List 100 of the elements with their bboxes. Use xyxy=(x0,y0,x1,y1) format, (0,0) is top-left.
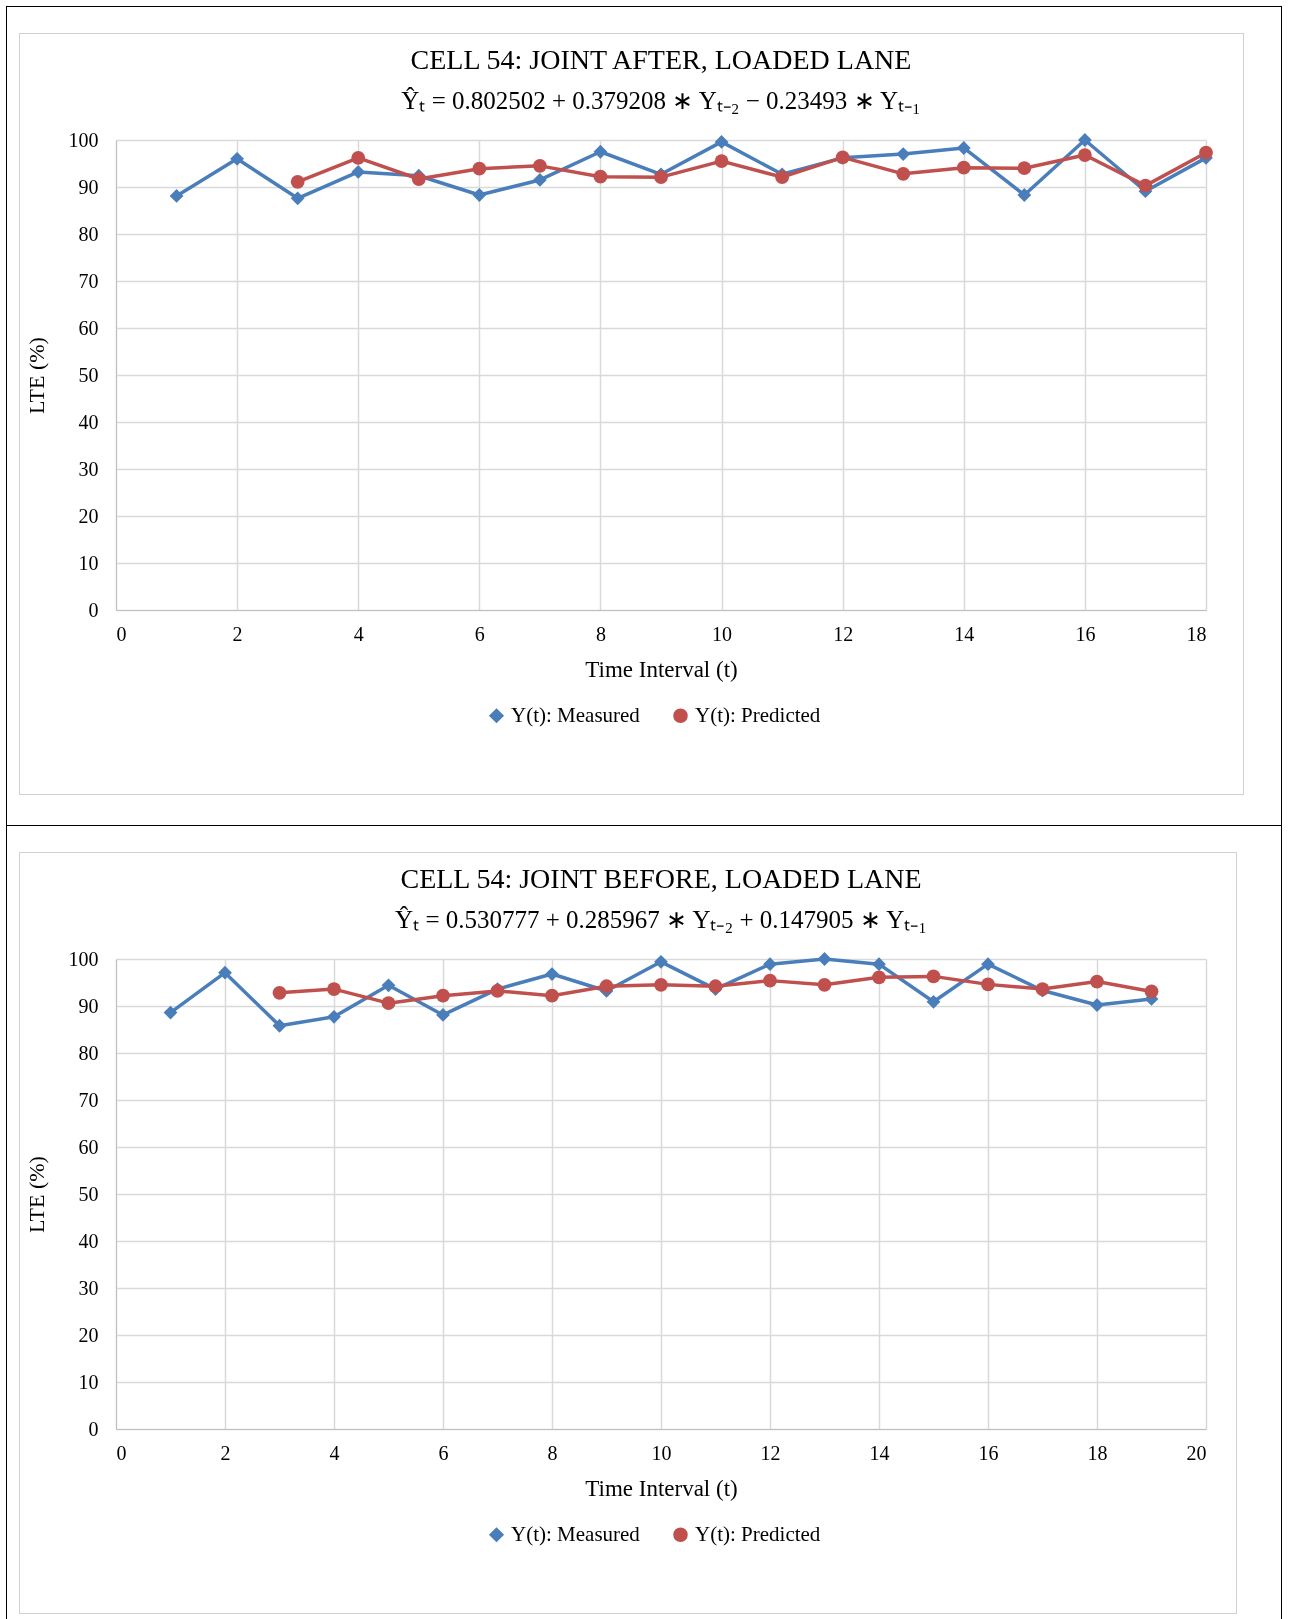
point xyxy=(599,979,614,994)
x-tick-label: 2 xyxy=(232,622,243,645)
x-tick-label: 10 xyxy=(712,622,733,645)
chart-title: CELL 54: JOINT BEFORE, LOADED LANE xyxy=(400,863,922,894)
point xyxy=(272,1018,287,1033)
point xyxy=(472,161,487,176)
point xyxy=(593,144,608,159)
x-tick-label: 12 xyxy=(760,1441,781,1464)
point xyxy=(327,1009,341,1024)
point xyxy=(472,188,487,202)
point xyxy=(290,191,305,206)
y-tick-label: 50 xyxy=(78,363,99,386)
point xyxy=(1138,178,1153,193)
point xyxy=(1078,148,1092,162)
x-tick-label: 2 xyxy=(220,1441,231,1464)
point xyxy=(1144,984,1159,999)
point xyxy=(817,977,832,992)
y-tick-label: 30 xyxy=(78,457,99,480)
x-tick-label: 0 xyxy=(116,1441,127,1464)
y-tick-label: 30 xyxy=(78,1276,99,1299)
point xyxy=(1090,974,1104,989)
point xyxy=(654,977,668,992)
legend-label: Y(t): Measured xyxy=(511,1521,641,1546)
x-tick-label: 18 xyxy=(1087,1441,1108,1464)
chart-subtitle: Ŷₜ = 0.802502 + 0.379208 ∗ Yₜ₋₂ − 0.23493 ∗ Yₜ₋₁ xyxy=(401,87,921,114)
y-tick-label: 90 xyxy=(78,175,99,198)
y-tick-label: 60 xyxy=(78,316,99,339)
point xyxy=(872,970,886,985)
point xyxy=(533,173,547,187)
x-tick-label: 20 xyxy=(1186,1441,1207,1464)
point xyxy=(230,151,244,166)
point xyxy=(218,965,232,980)
y-tick-label: 20 xyxy=(78,504,99,527)
x-tick-label: 16 xyxy=(978,1441,999,1464)
point xyxy=(956,141,971,155)
y-tick-label: 70 xyxy=(78,269,99,292)
point xyxy=(956,160,971,175)
point xyxy=(817,952,832,966)
y-tick-label: 100 xyxy=(68,128,99,151)
y-tick-label: 60 xyxy=(78,1135,99,1158)
point xyxy=(436,988,450,1003)
x-tick-label: 6 xyxy=(438,1441,449,1464)
y-tick-label: 50 xyxy=(78,1182,99,1205)
x-tick-label: 6 xyxy=(474,622,485,645)
point xyxy=(896,166,911,181)
point xyxy=(763,973,777,988)
legend-label: Y(t): Measured xyxy=(511,702,641,727)
x-tick-label: 12 xyxy=(833,622,854,645)
point xyxy=(411,172,426,186)
x-tick-label: 4 xyxy=(353,622,364,645)
x-tick-label: 10 xyxy=(651,1441,672,1464)
y-tick-label: 80 xyxy=(78,1041,99,1064)
point xyxy=(290,174,305,189)
y-tick-label: 90 xyxy=(78,994,99,1017)
y-tick-label: 40 xyxy=(78,1229,99,1252)
point xyxy=(1078,133,1092,147)
point xyxy=(763,957,777,972)
x-tick-label: 4 xyxy=(329,1441,340,1464)
point xyxy=(926,969,941,984)
point xyxy=(896,147,911,161)
point xyxy=(593,169,608,184)
y-tick-label: 100 xyxy=(68,947,99,970)
x-tick-label: 16 xyxy=(1075,622,1096,645)
y-tick-label: 0 xyxy=(88,1417,99,1440)
x-tick-label: 18 xyxy=(1186,622,1207,645)
x-tick-label: 0 xyxy=(116,622,127,645)
point xyxy=(169,189,184,203)
point xyxy=(981,957,995,972)
point xyxy=(351,150,366,165)
point xyxy=(1199,145,1213,160)
y-axis-title: LTE (%) xyxy=(23,337,49,414)
x-tick-label: 8 xyxy=(595,622,606,645)
point xyxy=(926,994,941,1009)
point xyxy=(327,982,341,996)
y-tick-label: 70 xyxy=(78,1088,99,1111)
point xyxy=(714,154,729,169)
chart-subtitle: Ŷₜ = 0.530777 + 0.285967 ∗ Yₜ₋₂ + 0.147905 ∗ Yₜ₋₁ xyxy=(395,906,927,933)
point xyxy=(1017,188,1032,202)
x-tick-label: 14 xyxy=(954,622,975,645)
x-axis-title: Time Interval (t) xyxy=(585,1475,738,1501)
y-tick-label: 10 xyxy=(78,1370,99,1393)
point xyxy=(1017,161,1032,176)
x-axis-title: Time Interval (t) xyxy=(585,656,738,682)
legend-label: Y(t): Predicted xyxy=(695,702,821,727)
point xyxy=(533,158,547,173)
point xyxy=(545,988,559,1003)
point xyxy=(981,977,995,992)
y-tick-label: 10 xyxy=(78,551,99,574)
x-tick-label: 14 xyxy=(869,1441,890,1464)
y-tick-label: 80 xyxy=(78,222,99,245)
chart-title: CELL 54: JOINT AFTER, LOADED LANE xyxy=(410,44,912,75)
legend-label: Y(t): Predicted xyxy=(695,1521,821,1546)
y-tick-label: 20 xyxy=(78,1323,99,1346)
point xyxy=(351,165,366,179)
point xyxy=(381,978,396,993)
point xyxy=(654,954,668,969)
point xyxy=(381,996,396,1011)
point xyxy=(714,134,729,149)
x-tick-label: 8 xyxy=(547,1441,558,1464)
y-tick-label: 40 xyxy=(78,410,99,433)
